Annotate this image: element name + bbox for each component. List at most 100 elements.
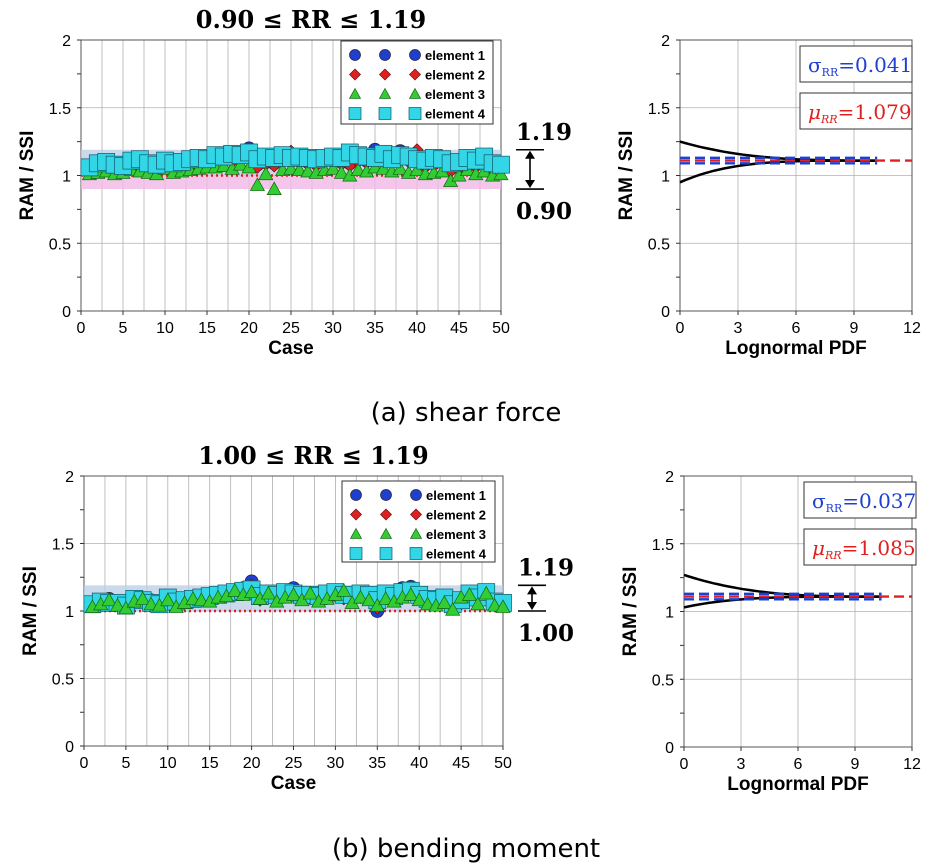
a-marker-element-3 (325, 161, 341, 175)
a-marker-element-3 (291, 162, 307, 177)
b-marker-element-3 (260, 585, 276, 600)
b-marker-element-3 (118, 600, 134, 615)
a-legend-marker (379, 68, 391, 81)
b-legend-label: element 2 (426, 508, 486, 523)
b-y-tick-label: 0 (65, 739, 74, 756)
b-range-arrowhead-up (527, 586, 537, 595)
a-marker-element-3 (300, 163, 316, 178)
b-y-tick-label: 0.5 (52, 672, 74, 689)
a-pdf-pdf-lower-curve (679, 159, 878, 184)
a-y-tick-label: 1 (62, 169, 71, 186)
b-pdf-y-tick-label: 2 (665, 469, 674, 486)
b-marker-element-3 (227, 583, 243, 597)
a-x-tick-label: 5 (119, 320, 128, 337)
a-chart-title: 0.90 ≤ RR ≤ 1.19 (196, 5, 426, 34)
b-marker-element-3 (160, 592, 176, 607)
b-pdf-x-tick-label: 12 (903, 756, 921, 773)
a-y-tick-label: 2 (62, 33, 71, 50)
a-x-tick-label: 15 (198, 320, 216, 337)
b-legend-marker (349, 527, 363, 539)
a-legend-marker (349, 49, 361, 61)
caption-b: (b) bending moment (332, 834, 600, 864)
a-x-axis-label: Case (268, 338, 313, 359)
b-marker-element-3 (101, 592, 117, 607)
b-y-tick-label: 2 (65, 469, 74, 486)
a-marker-element-3 (333, 165, 349, 179)
a-pdf-x-tick-label: 3 (734, 320, 743, 337)
a-x-tick-label: 25 (282, 320, 300, 337)
a-pdf-sigma-value: =0.041 (838, 53, 912, 77)
a-y-tick-label: 0.5 (49, 236, 71, 253)
a-pdf-mu-text: μRR=1.079 (808, 100, 912, 126)
a-range-arrowhead-down (525, 180, 535, 189)
a-legend-label: element 4 (425, 107, 486, 122)
a-legend-marker (348, 87, 362, 99)
a-legend-marker (408, 107, 422, 120)
b-x-tick-label: 5 (121, 755, 130, 772)
a-pdf-sigma-text: σRR=0.041 (808, 53, 912, 79)
b-marker-element-3 (302, 585, 318, 600)
b-x-tick-label: 40 (410, 755, 428, 772)
a-y-tick-label: 1.5 (49, 101, 71, 118)
b-marker-element-3 (461, 587, 478, 601)
a-pdf-x-axis-label: Lognormal PDF (725, 338, 866, 359)
a-legend-marker (378, 87, 392, 99)
panel-b-scatter-chart: 0 5 10 15 20 25 30 35 40 45 50 0 0.5 1 1.5 2 Case RAM / S… (20, 441, 574, 794)
b-x-tick-label: 35 (368, 755, 386, 772)
a-range-lower-label: 0.90 (516, 198, 572, 225)
panel-a-scatter-chart: 0 5 10 15 20 25 30 35 40 45 50 0 0.5 1 1.5 2 Case RAM / S… (17, 5, 572, 359)
b-marker-element-3 (352, 589, 369, 604)
a-x-tick-label: 50 (492, 320, 510, 337)
b-pdf-mu-box (803, 528, 917, 566)
b-marker-element-3 (135, 591, 151, 605)
b-pdf-y-tick-label: 1 (665, 605, 674, 622)
b-x-tick-label: 45 (452, 755, 470, 772)
a-pdf-mu-value: =1.079 (838, 100, 912, 124)
b-range-arrowhead-down (527, 602, 537, 610)
b-x-tick-label: 20 (243, 755, 261, 772)
b-chart-title: 1.00 ≤ RR ≤ 1.19 (198, 441, 428, 470)
b-marker-element-3 (294, 592, 310, 607)
b-x-tick-label: 15 (201, 755, 219, 772)
b-x-tick-label: 50 (494, 755, 512, 772)
b-marker-element-3 (285, 587, 302, 601)
b-pdf-x-tick-label: 6 (794, 756, 803, 773)
a-pdf-y-tick-label: 0 (661, 304, 670, 321)
b-y-axis-label: RAM / SSI (20, 566, 41, 656)
b-pdf-x-axis-label: Lognormal PDF (727, 774, 868, 795)
a-x-tick-label: 0 (77, 320, 86, 337)
b-x-tick-label: 0 (80, 755, 89, 772)
a-pdf-y-tick-label: 1 (661, 169, 670, 186)
b-marker-element-3 (478, 585, 494, 600)
b-pdf-x-tick-label: 9 (851, 756, 860, 773)
b-pdf-sigma-sub: RR (826, 502, 843, 515)
b-legend-label: element 4 (426, 547, 487, 562)
a-x-tick-label: 45 (450, 320, 468, 337)
b-marker-element-3 (244, 584, 260, 599)
b-marker-element-3 (361, 592, 377, 607)
caption-a: (a) shear force (371, 398, 562, 428)
b-marker-element-3 (378, 591, 394, 605)
b-marker-element-3 (470, 596, 486, 611)
b-marker-element-3 (336, 583, 352, 597)
b-marker-element-3 (411, 592, 427, 607)
a-legend-marker (348, 107, 362, 120)
a-pdf-y-tick-label: 0.5 (648, 236, 670, 253)
b-pdf-sigma-text: σRR=0.037 (812, 489, 916, 515)
b-pdf-mu-text: μRR=1.085 (812, 536, 916, 562)
b-legend-marker (380, 489, 392, 501)
a-x-tick-label: 10 (156, 320, 174, 337)
a-pdf-mu-sub: RR (820, 113, 838, 126)
b-y-tick-label: 1.5 (52, 537, 74, 554)
a-legend-marker (349, 68, 361, 81)
a-legend-marker (408, 87, 422, 99)
b-marker-element-3 (495, 599, 511, 613)
b-pdf-y-tick-label: 1.5 (652, 537, 674, 554)
b-marker-element-3 (445, 601, 461, 616)
a-legend-marker (409, 49, 421, 61)
b-y-tick-label: 1 (65, 604, 74, 621)
a-legend-marker (379, 49, 391, 61)
b-x-tick-label: 30 (327, 755, 345, 772)
a-pdf-x-tick-label: 6 (792, 320, 801, 337)
